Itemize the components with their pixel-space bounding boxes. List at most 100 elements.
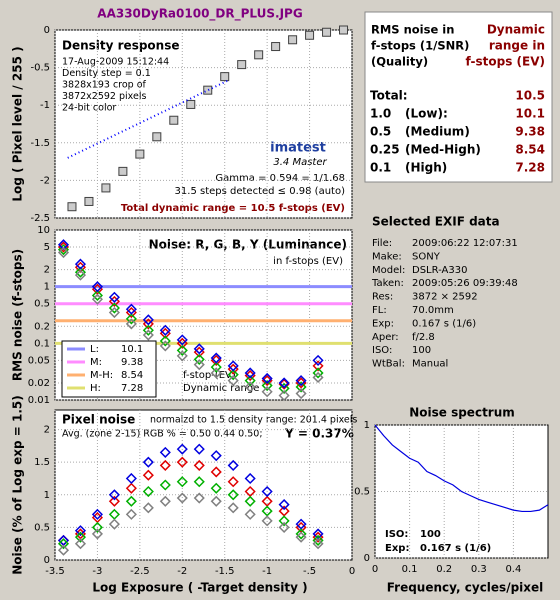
noise-point xyxy=(244,381,256,393)
noise-point xyxy=(142,318,154,330)
noise-point xyxy=(91,528,103,540)
noise-point xyxy=(125,495,137,507)
noise-point xyxy=(278,515,290,527)
noise-point xyxy=(142,485,154,498)
density-step xyxy=(220,72,230,82)
exif-key: Res: xyxy=(372,292,393,303)
noise-point xyxy=(244,495,256,507)
density-step xyxy=(271,42,281,52)
exif-key: Exp: xyxy=(372,318,394,329)
noise-point xyxy=(91,289,103,302)
x-tick-label: -.5 xyxy=(303,566,316,577)
noise-point xyxy=(176,476,188,488)
density-step xyxy=(101,183,111,193)
exif-key: ISO: xyxy=(372,345,392,356)
noise-point xyxy=(108,518,120,530)
dynamic-range: Total dynamic range = 10.5 f-stops (EV) xyxy=(121,203,345,214)
noise-point xyxy=(193,359,205,371)
noise-point xyxy=(142,329,154,341)
average: Avg. (zone 2-15) RGB % = 0.50 0.44 0.50; xyxy=(62,429,263,440)
y-tick-label: -1 xyxy=(40,100,50,111)
noise-point xyxy=(176,492,188,504)
panel-title: Pixel noise xyxy=(62,413,135,427)
noise-point xyxy=(57,544,70,556)
noise-point xyxy=(176,456,188,468)
row-value: 8.54 xyxy=(515,143,545,157)
noise-point xyxy=(193,343,205,355)
noise-point xyxy=(193,459,205,471)
x-tick-label: 0.2 xyxy=(436,564,452,575)
y-tick-label: 0.5 xyxy=(354,487,370,498)
noise-point xyxy=(278,382,290,394)
density-step xyxy=(67,202,77,212)
noise-point xyxy=(278,377,290,389)
noise-point xyxy=(108,302,120,314)
summary-box xyxy=(364,11,553,183)
noise-point xyxy=(227,476,239,488)
exif-value: DSLR-A330 xyxy=(412,265,467,276)
note: 17-Aug-2009 15:12:44 xyxy=(62,57,169,68)
legend-label: H: xyxy=(90,383,101,394)
y-tick-label: 10 xyxy=(37,225,50,236)
y-tick-label: -2.5 xyxy=(30,213,50,224)
x-tick-label: 0 xyxy=(372,564,378,575)
iso-value: 100 xyxy=(420,529,441,540)
noise-point xyxy=(227,360,239,372)
noise-point xyxy=(261,515,273,527)
noise-point xyxy=(210,367,222,379)
noise-point xyxy=(261,379,273,392)
y-tick-label: 0.2 xyxy=(34,321,50,332)
noise-point xyxy=(210,352,222,364)
exif-value: 3872 × 2592 xyxy=(412,292,478,303)
density-step xyxy=(152,132,162,142)
panel-title: Noise: R, G, B, Y (Luminance) xyxy=(149,238,347,252)
noise-point xyxy=(125,318,137,330)
exif-value: 2009:06:22 12:07:31 xyxy=(412,238,518,249)
noise-point xyxy=(142,456,154,468)
x-tick-label: -1 xyxy=(262,566,272,577)
noise-point xyxy=(125,508,137,520)
noise-point xyxy=(312,534,324,546)
noise-point xyxy=(142,469,154,481)
noise-point xyxy=(176,344,188,356)
y-label: RMS noise (f-stops) xyxy=(11,249,25,381)
density-step xyxy=(254,50,264,60)
noise-point xyxy=(108,306,120,319)
noise-point xyxy=(312,367,324,379)
noise-point xyxy=(295,381,307,393)
noise-point xyxy=(210,495,222,507)
exif-key: Model: xyxy=(372,265,405,276)
x-tick-label: -3 xyxy=(92,566,102,577)
panel-title: Noise spectrum xyxy=(409,406,515,420)
density-step xyxy=(339,25,349,35)
exp-label: Exp: xyxy=(385,543,409,554)
y-tick-label: 0.02 xyxy=(28,378,50,389)
x-tick-label: -1.5 xyxy=(215,566,235,577)
legend-label: L: xyxy=(90,344,99,355)
density-step xyxy=(84,196,94,206)
noise-point xyxy=(210,361,222,373)
y-tick-label: 0.5 xyxy=(34,522,50,533)
summary-header: RMS noise in xyxy=(371,23,454,37)
noise-point xyxy=(210,482,222,494)
exif-key: Make: xyxy=(372,251,402,262)
density-step xyxy=(288,35,298,45)
y-average: Y = 0.37% xyxy=(284,427,354,441)
noise-point xyxy=(176,350,188,362)
density-step xyxy=(305,30,315,40)
noise-point xyxy=(278,521,290,533)
density-step xyxy=(169,115,179,125)
noise-point xyxy=(176,443,188,455)
y-label: Noise (% of Log exp = 1.5) xyxy=(11,395,25,574)
y-tick-label: 1 xyxy=(44,282,50,293)
summary-header: Dynamic xyxy=(487,23,545,37)
noise-point xyxy=(193,492,205,504)
noise-point xyxy=(261,386,273,398)
noise-point xyxy=(227,502,239,514)
noise-point xyxy=(159,479,171,491)
row-label: Total: xyxy=(370,89,408,103)
x-tick-label: -3.5 xyxy=(45,566,65,577)
noise-point xyxy=(74,269,87,281)
noise-point xyxy=(312,354,324,366)
note: 3872x2592 pixels xyxy=(62,91,146,102)
